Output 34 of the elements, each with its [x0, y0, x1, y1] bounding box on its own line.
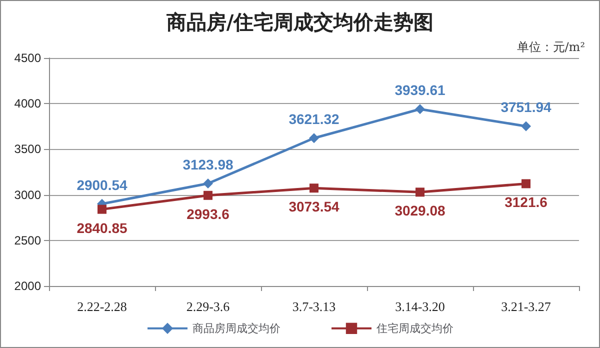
data-label: 3121.6: [504, 194, 548, 210]
y-tick-label: 2500: [14, 233, 42, 248]
data-label: 2993.6: [186, 206, 230, 222]
y-tick-label: 2000: [14, 279, 42, 293]
x-tick-label: 3.21-3.27: [501, 299, 552, 314]
point: [310, 184, 318, 193]
point: [98, 204, 106, 214]
x-tick-label: 3.14-3.20: [395, 299, 445, 314]
point: [521, 121, 531, 132]
data-label: 3751.94: [500, 99, 552, 116]
point: [309, 133, 319, 144]
point: [416, 188, 424, 197]
y-tick-label: 3500: [14, 142, 42, 156]
x-tick-label: 3.7-3.13: [292, 299, 336, 314]
y-tick-label: 4500: [14, 51, 42, 65]
point: [203, 178, 213, 188]
y-tick-label: 3000: [14, 188, 42, 202]
point: [204, 190, 212, 200]
y-tick-label: 4000: [14, 96, 42, 111]
x-tick-label: 2.29-3.6: [186, 299, 230, 314]
data-label: 3029.08: [394, 202, 446, 219]
data-label: 3073.54: [288, 198, 340, 215]
data-label: 3621.32: [288, 111, 340, 128]
text: 单位：元/m²: [516, 40, 586, 54]
data-label: 3939.61: [394, 82, 446, 98]
chart-title: 商品房/住宅周成交均价走势图: [165, 10, 434, 34]
data-label: 2840.85: [76, 220, 128, 236]
point: [415, 104, 425, 114]
data-label: 2900.54: [76, 176, 128, 193]
point: [522, 179, 530, 188]
x-tick-label: 2.22-2.28: [77, 299, 127, 314]
data-label: 3123.98: [182, 156, 234, 172]
legend-label: 住宅周成交均价: [376, 322, 454, 335]
legend-label: 商品房周成交均价: [192, 322, 280, 335]
